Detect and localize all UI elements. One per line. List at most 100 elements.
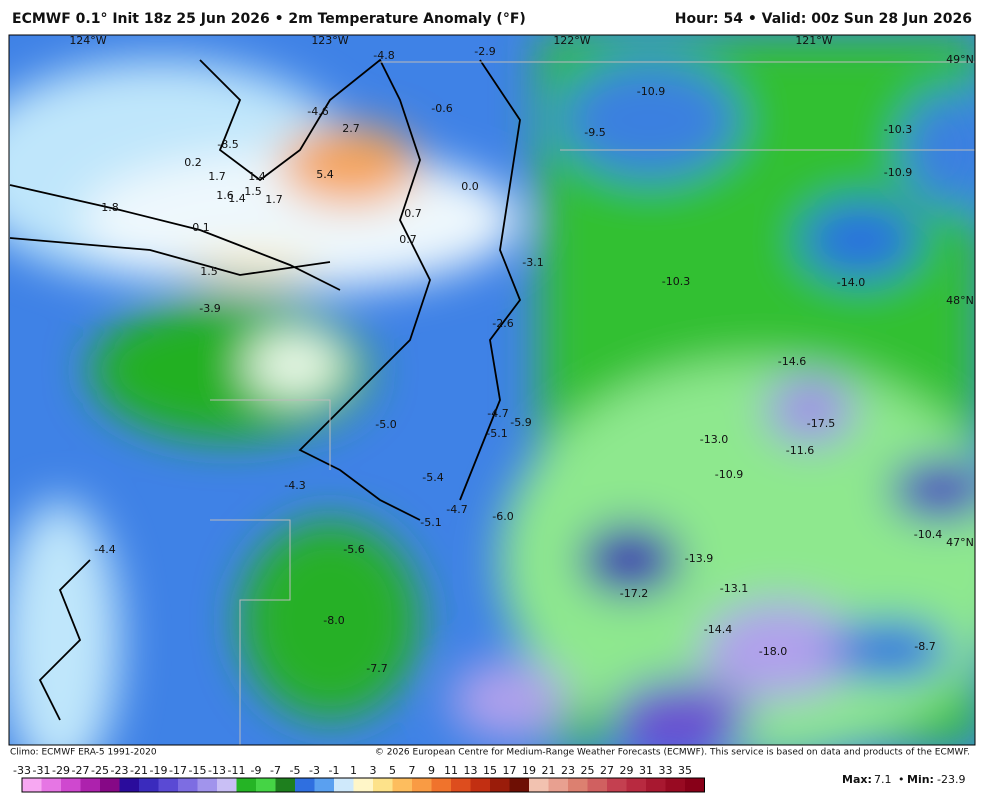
colorbar-swatch xyxy=(626,778,646,792)
anomaly-value: 1.5 xyxy=(200,265,218,278)
colorbar-tick-label: 1 xyxy=(350,764,357,777)
anomaly-value: -13.1 xyxy=(720,582,748,595)
anomaly-value: -14.4 xyxy=(704,623,732,636)
colorbar-swatch xyxy=(412,778,432,792)
colorbar-swatch xyxy=(392,778,412,792)
max-label: Max: xyxy=(842,773,872,786)
anomaly-value: -4.7 xyxy=(446,503,467,516)
colorbar-tick-label: -19 xyxy=(150,764,168,777)
colorbar-tick-label: -3 xyxy=(309,764,320,777)
colorbar-tick-label: -9 xyxy=(251,764,262,777)
anomaly-value: -10.9 xyxy=(715,468,743,481)
anomaly-value: -13.9 xyxy=(685,552,713,565)
anomaly-value: -8.5 xyxy=(217,138,238,151)
anomaly-value: -11.6 xyxy=(786,444,814,457)
anomaly-value: -5.0 xyxy=(375,418,396,431)
colorbar-swatch xyxy=(197,778,217,792)
anomaly-value: -4.6 xyxy=(307,105,328,118)
anomaly-value: 1.8 xyxy=(101,201,119,214)
colorbar-swatch xyxy=(334,778,354,792)
colorbar-swatch xyxy=(548,778,568,792)
colorbar-swatch xyxy=(451,778,471,792)
anomaly-value: -10.3 xyxy=(884,123,912,136)
anomaly-value: 1.7 xyxy=(208,170,226,183)
colorbar-swatch xyxy=(295,778,315,792)
anomaly-value: 2.7 xyxy=(342,122,360,135)
anomaly-value: -5.1 xyxy=(420,516,441,529)
anomaly-value: -8.0 xyxy=(323,614,344,627)
longitude-label: 123°W xyxy=(311,34,348,47)
colorbar-tick-label: 27 xyxy=(600,764,614,777)
colorbar-tick-label: -23 xyxy=(111,764,129,777)
anomaly-value: -13.0 xyxy=(700,433,728,446)
colorbar-swatch xyxy=(665,778,685,792)
colorbar-swatch xyxy=(139,778,159,792)
copyright: © 2026 European Centre for Medium-Range … xyxy=(375,748,970,758)
separator: • xyxy=(898,773,905,786)
colorbar-tick-label: 13 xyxy=(464,764,478,777)
anomaly-value: 1.7 xyxy=(265,193,283,206)
min-value: -23.9 xyxy=(937,773,965,786)
anomaly-value: 1.4 xyxy=(228,192,246,205)
colorbar-swatch xyxy=(587,778,607,792)
colorbar-frame xyxy=(21,777,705,793)
colorbar-tick-label: 25 xyxy=(581,764,595,777)
anomaly-value: -5.9 xyxy=(510,416,531,429)
colorbar-tick-label: 11 xyxy=(444,764,458,777)
colorbar-tick-label: -15 xyxy=(189,764,207,777)
colorbar-tick-label: 21 xyxy=(542,764,556,777)
colorbar-swatch xyxy=(529,778,549,792)
coastline xyxy=(9,58,522,721)
colorbar-tick-label: -27 xyxy=(72,764,90,777)
colorbar-swatch xyxy=(646,778,666,792)
anomaly-value: -8.7 xyxy=(914,640,935,653)
colorbar-swatch xyxy=(470,778,490,792)
colorbar-swatch xyxy=(353,778,373,792)
colorbar-swatch xyxy=(119,778,139,792)
anomaly-value: -4.3 xyxy=(284,479,305,492)
anomaly-field xyxy=(9,35,975,745)
colorbar-swatch xyxy=(100,778,120,792)
colorbar-tick-label: 15 xyxy=(483,764,497,777)
colorbar-swatch xyxy=(236,778,256,792)
latitude-label: 47°N xyxy=(946,536,974,549)
colorbar-swatch xyxy=(158,778,178,792)
colorbar-tick-label: 17 xyxy=(503,764,517,777)
colorbar-tick-label: 33 xyxy=(659,764,673,777)
colorbar-swatch xyxy=(568,778,588,792)
anomaly-value: -5.4 xyxy=(422,471,443,484)
colorbar-tick-label: -17 xyxy=(169,764,187,777)
colorbar-swatch xyxy=(373,778,393,792)
colorbar-swatch xyxy=(256,778,276,792)
anomaly-value: -10.9 xyxy=(884,166,912,179)
latitude-label: 49°N xyxy=(946,53,974,66)
anomaly-value: 1.6 xyxy=(216,189,234,202)
anomaly-value: 5.4 xyxy=(316,168,334,181)
colorbar-tick-label: 7 xyxy=(409,764,416,777)
colorbar-tick-label: 31 xyxy=(639,764,653,777)
borders xyxy=(210,61,975,745)
anomaly-value: -9.5 xyxy=(584,126,605,139)
anomaly-value: -3.9 xyxy=(199,302,220,315)
anomaly-value: 1.5 xyxy=(244,185,262,198)
colorbar-swatch xyxy=(41,778,61,792)
colorbar-tick-label: -29 xyxy=(52,764,70,777)
anomaly-value: -3.1 xyxy=(522,256,543,269)
anomaly-value: -2.9 xyxy=(474,45,495,58)
anomaly-value: -6.0 xyxy=(492,510,513,523)
colorbar-swatch xyxy=(22,778,42,792)
anomaly-value: -14.0 xyxy=(837,276,865,289)
anomaly-value: -5.6 xyxy=(343,543,364,556)
colorbar-tick-label: 3 xyxy=(370,764,377,777)
anomaly-value: 0.7 xyxy=(399,233,417,246)
anomaly-value: -10.9 xyxy=(637,85,665,98)
colorbar-tick-label: -25 xyxy=(91,764,109,777)
anomaly-value: -10.4 xyxy=(914,528,942,541)
colorbar-tick-label: -11 xyxy=(228,764,246,777)
anomaly-value: -5.1 xyxy=(486,427,507,440)
header-left: ECMWF 0.1° Init 18z 25 Jun 2026 • 2m Tem… xyxy=(12,11,526,27)
map: 124°W 123°W 122°W 121°W 49°N 48°N 47°N -4.8 -2.9… xyxy=(9,34,975,745)
colorbar-swatch xyxy=(509,778,529,792)
colorbar-swatch xyxy=(490,778,510,792)
